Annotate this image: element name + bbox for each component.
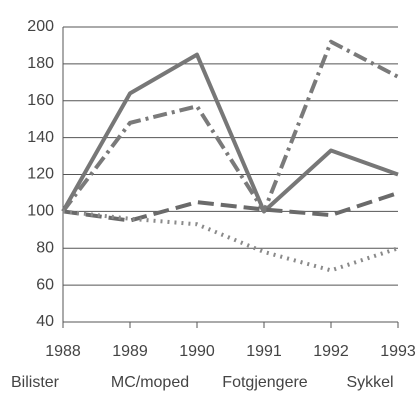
x-tick-label: 1989 [112, 343, 148, 360]
legend-label: Bilister [11, 374, 60, 391]
y-tick-label: 200 [27, 18, 54, 35]
legend-label: MC/moped [111, 374, 189, 391]
series-line [62, 209, 399, 273]
series-line [61, 52, 399, 214]
y-tick-label: 80 [36, 239, 54, 256]
y-tick-label: 60 [36, 276, 54, 293]
x-tick-label: 1993 [380, 343, 416, 360]
x-tick-label: 1990 [179, 343, 215, 360]
y-tick-label: 180 [27, 55, 54, 72]
x-tick-label: 1992 [313, 343, 349, 360]
y-tick-label: 140 [27, 129, 54, 146]
y-tick-label: 100 [27, 203, 54, 220]
x-tick-label: 1991 [246, 343, 282, 360]
y-tick-label: 40 [36, 313, 54, 330]
y-tick-label: 120 [27, 166, 54, 183]
legend-label: Fotgjengere [222, 374, 307, 391]
x-tick-label: 1988 [45, 343, 81, 360]
y-tick-label: 160 [27, 92, 54, 109]
legend-label: Sykkel [346, 374, 393, 391]
series-line [61, 39, 399, 214]
